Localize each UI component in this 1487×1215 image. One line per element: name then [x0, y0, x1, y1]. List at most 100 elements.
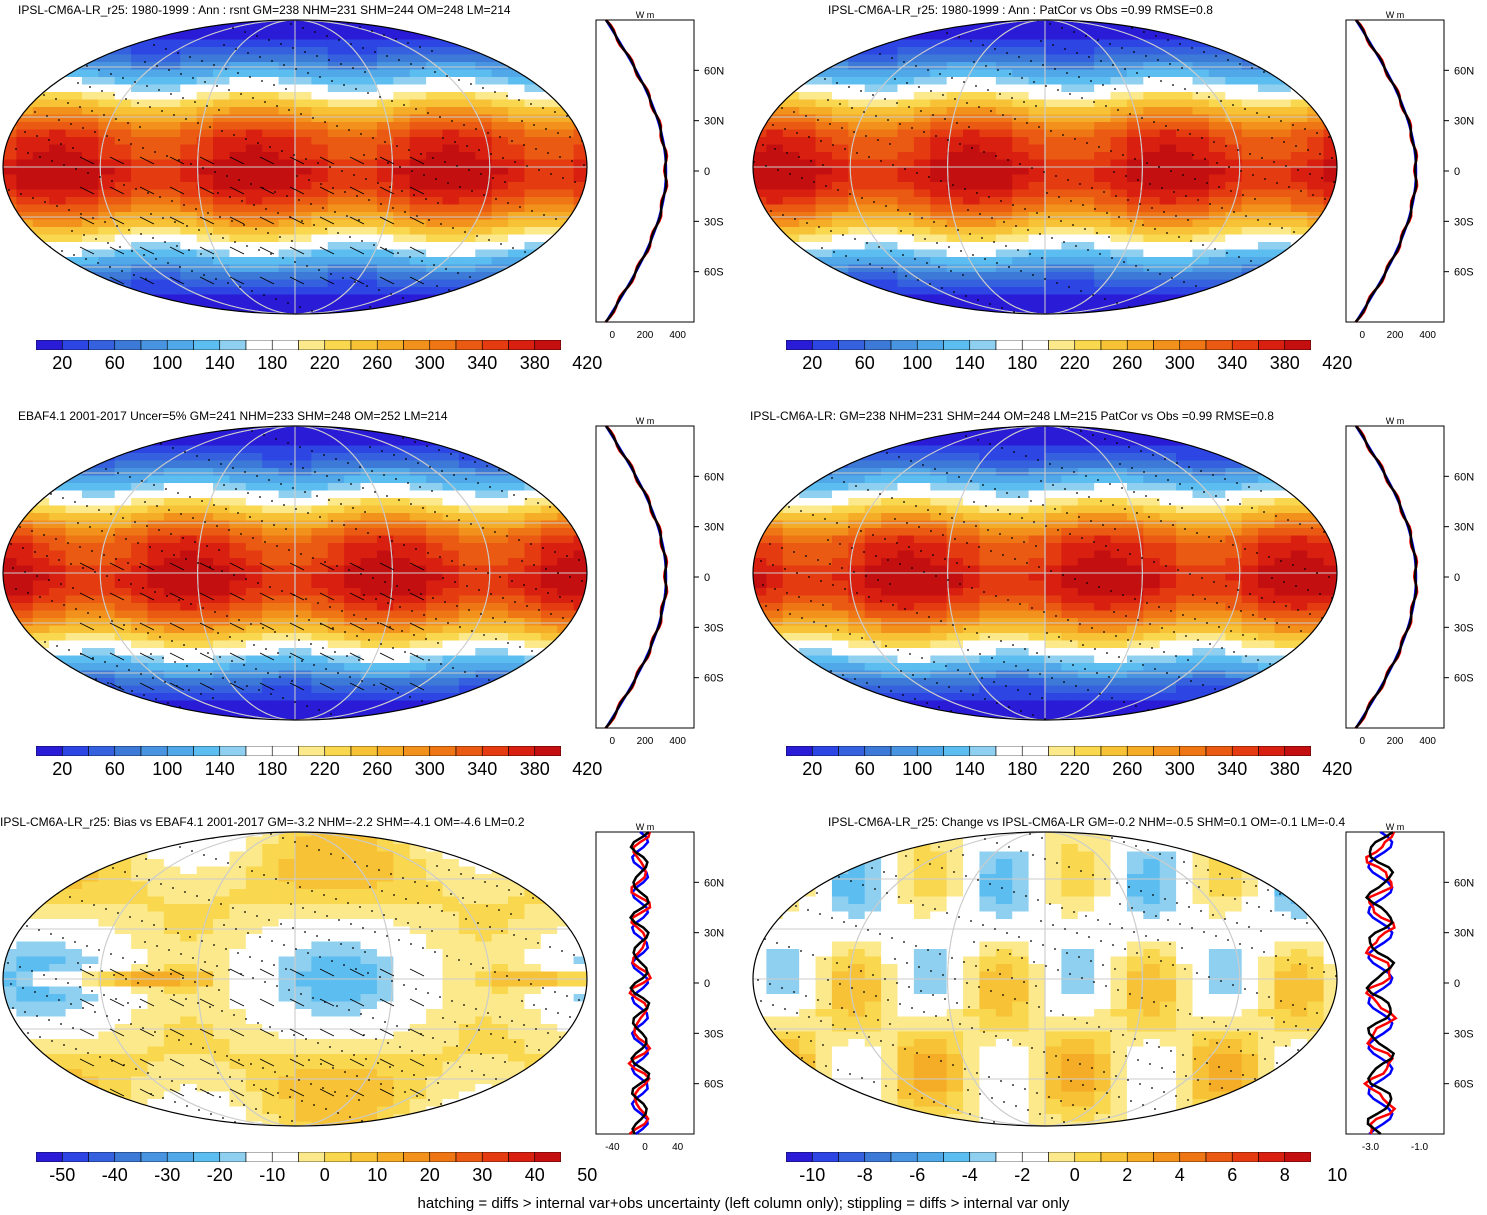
- lat-tick-label: 30S: [704, 622, 724, 634]
- lat-tick-label: 60S: [1454, 267, 1474, 279]
- profile-x-tick: 40: [672, 1142, 684, 1153]
- lat-tick-label: 30S: [704, 216, 724, 228]
- profile-line: [1364, 830, 1396, 1135]
- colorbar: [36, 1152, 561, 1162]
- colorbar-tick-label: 340: [467, 759, 498, 779]
- colorbar-labels: 20 60 100 140 180 220 260 300 340 380 420: [786, 759, 1352, 783]
- colorbar-tick-label: 340: [1217, 353, 1248, 373]
- lat-tick-label: 60N: [704, 877, 724, 889]
- lat-tick-label: 30S: [1454, 1028, 1474, 1040]
- colorbar-tick-label: 140: [204, 353, 235, 373]
- profile-line: [1354, 19, 1418, 323]
- colorbar-tick-label: 0: [319, 1165, 330, 1185]
- colorbar-tick-label: -4: [961, 1165, 978, 1185]
- profile-x-tick: 400: [1419, 736, 1436, 747]
- colorbar-tick-label: 340: [1217, 759, 1248, 779]
- lat-tick-label: 60S: [1454, 1079, 1474, 1091]
- lat-tick-label: 0: [704, 572, 710, 584]
- lat-tick-label: 60N: [1454, 65, 1474, 77]
- colorbar-tick-label: 140: [954, 759, 985, 779]
- colorbar-tick-label: 30: [472, 1165, 493, 1185]
- profile-x-tick: 0: [610, 330, 616, 341]
- profile-line: [1367, 830, 1394, 1135]
- colorbar-tick-label: 180: [1007, 353, 1038, 373]
- map-panel-3: EBAF4.1 2001-2017 Uncer=5% GM=241 NHM=23…: [0, 406, 737, 806]
- robinson-map: [752, 425, 1338, 721]
- colorbar-tick-label: 60: [104, 759, 125, 779]
- colorbar-tick-label: 300: [1164, 759, 1195, 779]
- profile-line: [604, 425, 668, 729]
- colorbar: [786, 1152, 1311, 1162]
- profile-line: [1362, 831, 1398, 1135]
- profile-line: [1354, 19, 1418, 323]
- colorbar-tick-label: 220: [309, 759, 340, 779]
- colorbar-tick-label: 420: [1322, 353, 1353, 373]
- colorbar-tick-label: -2: [1014, 1165, 1031, 1185]
- zonal-profile: W m 60N 30N 0 30S 60S -40 0 40: [595, 822, 724, 1153]
- profile-x-tick: 200: [637, 736, 654, 747]
- colorbar-labels: 20 60 100 140 180 220 260 300 340 380 420: [786, 353, 1352, 377]
- colorbar-tick-label: 220: [309, 353, 340, 373]
- colorbar-tick-label: 8: [1279, 1165, 1290, 1185]
- colorbar-tick-label: -10: [799, 1165, 826, 1185]
- lat-tick-label: 30N: [704, 522, 724, 534]
- colorbar-tick-label: 10: [1327, 1165, 1348, 1185]
- profile-x-tick: 400: [1419, 330, 1436, 341]
- colorbar-tick-label: 140: [204, 759, 235, 779]
- colorbar-tick-label: 300: [414, 353, 445, 373]
- colorbar-tick-label: 60: [854, 759, 875, 779]
- colorbar-tick-label: -6: [909, 1165, 926, 1185]
- colorbar-tick-label: 20: [419, 1165, 440, 1185]
- colorbar-tick-label: 180: [257, 759, 288, 779]
- colorbar-tick-label: 50: [577, 1165, 598, 1185]
- profile-x-tick: 0: [1360, 736, 1366, 747]
- robinson-map: [2, 831, 588, 1127]
- profile-x-tick: 400: [669, 330, 686, 341]
- colorbar-tick-label: 380: [1269, 353, 1300, 373]
- panel-title: IPSL-CM6A-LR: GM=238 NHM=231 SHM=244 OM=…: [750, 409, 1274, 423]
- colorbar-tick-label: 220: [1059, 759, 1090, 779]
- colorbar-labels: 20 60 100 140 180 220 260 300 340 380 420: [36, 759, 602, 783]
- hatching: [79, 156, 425, 285]
- lat-tick-label: 60N: [1454, 471, 1474, 483]
- profile-unit: W m: [1386, 10, 1405, 20]
- stippling: [3, 832, 587, 1126]
- profile-x-tick: -3.0: [1362, 1142, 1380, 1153]
- profile-x-tick: 0: [1360, 330, 1366, 341]
- lat-tick-label: 60N: [1454, 877, 1474, 889]
- lat-tick-label: 0: [704, 166, 710, 178]
- colorbar-tick-label: 100: [152, 759, 183, 779]
- profile-x-tick: 200: [637, 330, 654, 341]
- colorbar-tick-label: 20: [52, 759, 73, 779]
- colorbar-tick-label: -40: [101, 1165, 128, 1185]
- map-panel-6: IPSL-CM6A-LR_r25: Change vs IPSL-CM6A-LR…: [750, 812, 1487, 1212]
- map-panel-2: IPSL-CM6A-LR_r25: 1980-1999 : Ann : PatC…: [750, 0, 1487, 400]
- colorbar: [786, 746, 1311, 756]
- lat-tick-label: 30N: [704, 116, 724, 128]
- colorbar-tick-label: -50: [49, 1165, 76, 1185]
- colorbar-tick-label: 6: [1227, 1165, 1238, 1185]
- colorbar-tick-label: 180: [1007, 759, 1038, 779]
- colorbar-tick-label: 20: [52, 353, 73, 373]
- map-panel-1: IPSL-CM6A-LR_r25: 1980-1999 : Ann : rsnt…: [0, 0, 737, 400]
- colorbar-tick-label: 10: [367, 1165, 388, 1185]
- panel-title: IPSL-CM6A-LR_r25: 1980-1999 : Ann : rsnt…: [18, 3, 511, 17]
- profile-line: [1354, 425, 1418, 729]
- profile-line: [604, 425, 669, 729]
- panel-title: IPSL-CM6A-LR_r25: Change vs IPSL-CM6A-LR…: [828, 815, 1346, 829]
- profile-x-tick: -40: [605, 1142, 620, 1153]
- colorbar-tick-label: 380: [519, 353, 550, 373]
- profile-line: [604, 19, 668, 323]
- colorbar-tick-label: 380: [519, 759, 550, 779]
- colorbar-tick-label: 380: [1269, 759, 1300, 779]
- profile-line: [604, 19, 668, 323]
- colorbar-tick-label: 420: [572, 759, 603, 779]
- colorbar-tick-label: 260: [1112, 759, 1143, 779]
- colorbar-tick-label: -30: [154, 1165, 181, 1185]
- colorbar-tick-label: 60: [104, 353, 125, 373]
- colorbar-tick-label: 420: [1322, 759, 1353, 779]
- profile-x-tick: 200: [1387, 736, 1404, 747]
- profile-line: [1354, 19, 1419, 323]
- lat-tick-label: 0: [1454, 572, 1460, 584]
- profile-line: [604, 19, 669, 323]
